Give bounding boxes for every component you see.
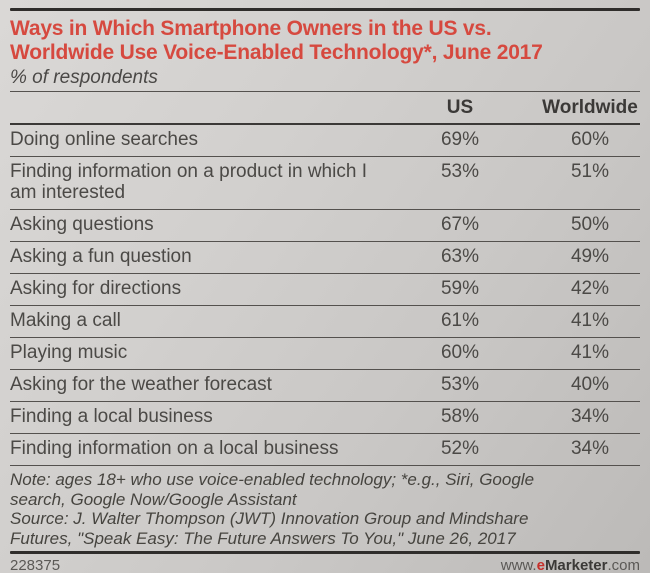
brand-marketer: Marketer bbox=[544, 557, 608, 573]
table-row: Asking for directions 59% 42% bbox=[10, 274, 640, 306]
row-value-us: 53% bbox=[440, 374, 480, 395]
table-row: Finding information on a product in whic… bbox=[10, 157, 640, 210]
column-header-worldwide: Worldwide bbox=[542, 97, 638, 118]
row-value-worldwide: 40% bbox=[570, 374, 610, 395]
table-row: Doing online searches 69% 60% bbox=[10, 125, 640, 157]
table-row: Finding information on a local business … bbox=[10, 434, 640, 466]
row-value-worldwide: 41% bbox=[570, 342, 610, 363]
url-suffix: .com bbox=[607, 557, 640, 573]
chart-subtitle: % of respondents bbox=[10, 67, 158, 88]
row-value-worldwide: 50% bbox=[570, 214, 610, 235]
row-value-us: 52% bbox=[440, 438, 480, 459]
row-label: Asking for the weather forecast bbox=[10, 374, 272, 395]
row-label: Doing online searches bbox=[10, 129, 199, 150]
row-label: Asking a fun question bbox=[10, 246, 192, 267]
row-value-us: 60% bbox=[440, 342, 480, 363]
row-value-us: 63% bbox=[440, 246, 480, 267]
source-text: Source: J. Walter Thompson (JWT) Innovat… bbox=[10, 509, 529, 548]
note-text: Note: ages 18+ who use voice-enabled tec… bbox=[10, 470, 535, 509]
row-value-worldwide: 34% bbox=[570, 406, 610, 427]
table-row: Playing music 60% 41% bbox=[10, 338, 640, 370]
row-label: Finding a local business bbox=[10, 406, 213, 427]
footer-bar: 228375 www.eMarketer.com bbox=[10, 557, 640, 573]
table-row: Asking for the weather forecast 53% 40% bbox=[10, 370, 640, 402]
table-header-row: US Worldwide bbox=[10, 91, 640, 125]
top-rule bbox=[10, 8, 640, 11]
row-label: Finding information on a product in whic… bbox=[10, 161, 367, 203]
row-value-us: 58% bbox=[440, 406, 480, 427]
emarketer-url: www.eMarketer.com bbox=[501, 557, 640, 573]
footer-rule bbox=[10, 551, 640, 554]
row-value-worldwide: 41% bbox=[570, 310, 610, 331]
row-value-worldwide: 51% bbox=[570, 161, 610, 182]
chart-title: Ways in Which Smartphone Owners in the U… bbox=[10, 17, 640, 65]
table-row: Making a call 61% 41% bbox=[10, 306, 640, 338]
chart-title-line1: Ways in Which Smartphone Owners in the U… bbox=[10, 17, 492, 40]
chart-title-line2: Worldwide Use Voice-Enabled Technology*,… bbox=[10, 41, 543, 64]
row-label: Finding information on a local business bbox=[10, 438, 339, 459]
row-value-us: 53% bbox=[440, 161, 480, 182]
table-row: Finding a local business 58% 34% bbox=[10, 402, 640, 434]
row-value-worldwide: 49% bbox=[570, 246, 610, 267]
row-value-us: 59% bbox=[440, 278, 480, 299]
row-value-worldwide: 60% bbox=[570, 129, 610, 150]
row-value-us: 69% bbox=[440, 129, 480, 150]
table-row: Asking a fun question 63% 49% bbox=[10, 242, 640, 274]
row-label: Asking for directions bbox=[10, 278, 182, 299]
table-row: Asking questions 67% 50% bbox=[10, 210, 640, 242]
row-label: Asking questions bbox=[10, 214, 154, 235]
column-header-us: US bbox=[446, 97, 474, 118]
brand-e: e bbox=[536, 557, 545, 573]
url-prefix: www. bbox=[500, 557, 537, 573]
row-value-us: 67% bbox=[440, 214, 480, 235]
row-label: Playing music bbox=[10, 342, 128, 363]
row-value-worldwide: 34% bbox=[570, 438, 610, 459]
row-label: Making a call bbox=[10, 310, 121, 331]
row-value-us: 61% bbox=[440, 310, 480, 331]
chart-id: 228375 bbox=[10, 557, 61, 573]
row-value-worldwide: 42% bbox=[570, 278, 610, 299]
